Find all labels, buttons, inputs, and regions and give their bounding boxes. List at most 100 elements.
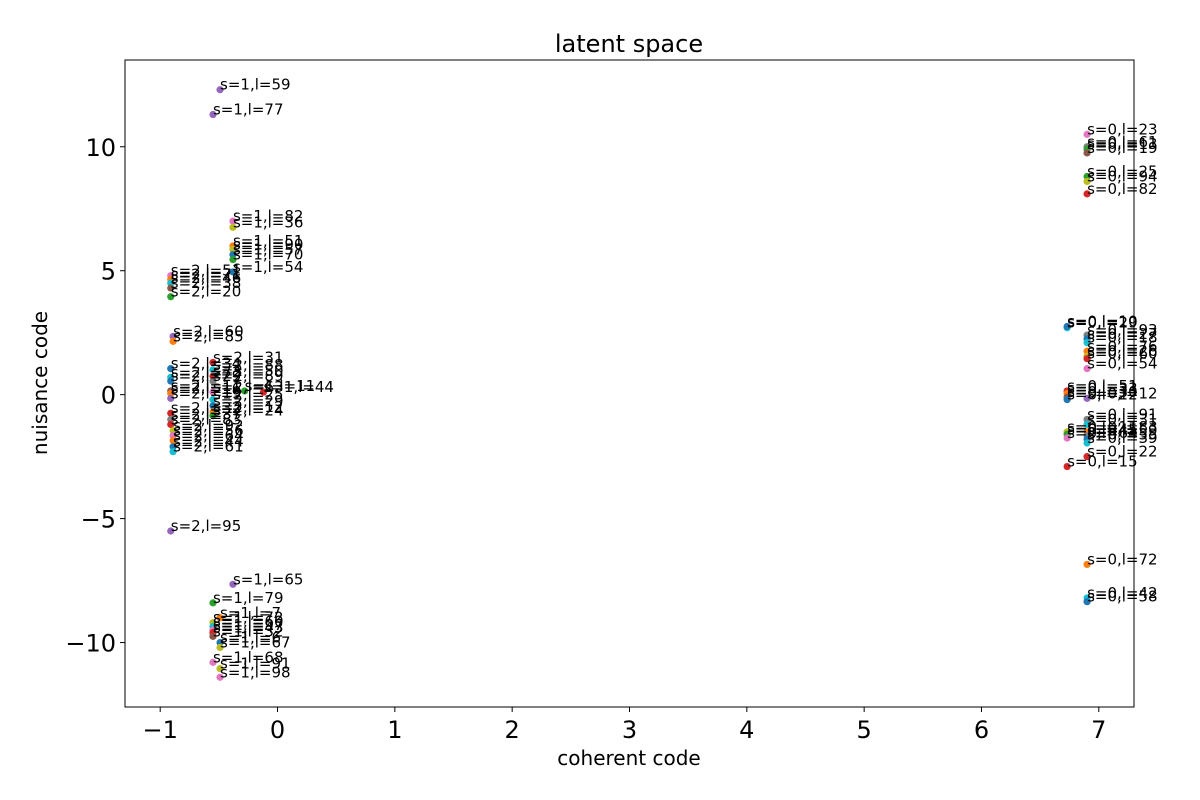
scatter-point <box>1083 365 1091 373</box>
scatter-point <box>209 632 217 640</box>
point-label: s=2,l=37 <box>171 405 242 423</box>
y-tick-label: 0 <box>101 382 116 410</box>
scatter-point <box>167 365 175 373</box>
scatter-point <box>209 396 217 404</box>
point-label: s=2,l=29 <box>213 392 284 410</box>
point-label: s=1,l=72 <box>213 609 284 627</box>
point-label: s=1,l=6 <box>220 629 281 647</box>
point-label: s=0,l=51 <box>1067 377 1138 395</box>
point-label: s=2,l=88 <box>213 356 284 374</box>
scatter-point <box>167 377 175 385</box>
scatter-point <box>209 110 217 119</box>
x-tick-label: 2 <box>505 716 520 744</box>
point-label: s=2,l=71 <box>171 265 242 283</box>
point-label: s=0,l=94 <box>1087 167 1158 185</box>
point-label: s=0,l=22 <box>1087 443 1158 461</box>
point-label: s=1,l=43 <box>213 619 284 637</box>
point-label: s=0,l=60 <box>1087 345 1158 363</box>
scatter-point <box>241 387 249 395</box>
point-label: s=2,l=20 <box>171 283 242 301</box>
scatter-point <box>209 412 217 420</box>
point-label: s=0,l=18 <box>1087 329 1158 347</box>
point-label: s=2,l=29 <box>171 367 242 385</box>
scatter-point <box>209 377 217 385</box>
scatter-point <box>167 420 175 429</box>
points-layer <box>167 86 1091 681</box>
scatter-point <box>1083 394 1091 402</box>
point-label: s=0,l=15 <box>1067 453 1138 471</box>
point-label: s=2,l=50 <box>213 362 284 380</box>
scatter-point <box>169 448 177 456</box>
point-label: s=0,l=72 <box>1087 550 1158 568</box>
scatter-point <box>1063 434 1071 442</box>
scatter-point <box>167 394 175 402</box>
point-label: s=0,l=42 <box>1087 584 1158 602</box>
point-label: s=2,l=16 <box>171 379 242 397</box>
point-label: s=2,l=95 <box>171 517 242 535</box>
x-tick-label: 7 <box>1091 716 1106 744</box>
scatter-point <box>169 443 177 451</box>
point-label: s=0,l=45 <box>1067 420 1138 438</box>
scatter-point <box>1083 190 1091 198</box>
point-label: s=0,l=13 <box>1087 135 1158 153</box>
point-label: s=2,l=19 <box>171 384 242 402</box>
point-label: s=0,l=64 <box>1067 424 1138 442</box>
point-label: s=2,l=38 <box>171 274 242 292</box>
point-label: s=1,l=67 <box>220 634 291 652</box>
point-label: s=1,l=79 <box>213 589 284 607</box>
point-label: s=2,l=46 <box>171 269 242 287</box>
scatter-point <box>229 268 237 276</box>
scatter-point <box>167 415 175 424</box>
point-label: s=1,l=82 <box>233 207 304 225</box>
point-label: s=1,l=54 <box>233 258 304 276</box>
point-label: s=2,l=73 <box>171 363 242 381</box>
point-label: s=0,l=76 <box>1087 337 1158 355</box>
scatter-point <box>229 250 237 259</box>
scatter-point <box>1083 177 1091 186</box>
scatter-point <box>1083 172 1091 181</box>
scatter-point <box>216 673 224 681</box>
scatter-point <box>1083 420 1091 429</box>
scatter-point <box>209 658 217 666</box>
point-label: s=2,l=64 <box>173 427 244 445</box>
point-label: s=1,l=59 <box>220 76 291 94</box>
y-axis-label: nuisance code <box>28 311 52 455</box>
point-label: s=2,l=32 <box>171 399 242 417</box>
point-label: s=0,l=11 <box>1067 418 1138 436</box>
scatter-point <box>209 388 217 396</box>
scatter-point <box>1083 598 1091 606</box>
point-label: s=1,l=32 <box>213 622 284 640</box>
point-label: s=1,l=68 <box>213 648 284 666</box>
y-tick-label: −5 <box>81 506 116 534</box>
point-label: s=0,l=25 <box>1087 163 1158 181</box>
point-label: s=0,l=31 <box>1087 410 1158 428</box>
scatter-point <box>1083 130 1091 138</box>
y-axis: −10 −5 0 5 10 <box>65 134 125 658</box>
point-label: s=2,l=34 <box>171 355 242 373</box>
scatter-point <box>216 638 224 647</box>
scatter-point <box>1083 560 1091 569</box>
scatter-point <box>209 372 217 380</box>
point-label: s=1,l=70 <box>233 246 304 264</box>
scatter-point <box>167 279 175 287</box>
point-label: s=0,l=82 <box>1087 180 1158 198</box>
point-label: s=0,l=54 <box>1087 355 1158 373</box>
scatter-point <box>1083 415 1091 424</box>
point-label: s=0,l=83 <box>1087 418 1158 436</box>
point-label: s=0,l=22 <box>1067 386 1138 404</box>
point-label: s=2,l=92 <box>173 417 244 435</box>
point-label: s=0,l=27 <box>1087 325 1158 343</box>
scatter-point <box>169 436 177 445</box>
scatter-point <box>229 255 237 264</box>
point-label: s=2,l=25 <box>213 386 284 404</box>
scatter-point <box>1083 347 1091 355</box>
scatter-point <box>209 402 217 410</box>
scatter-point <box>216 614 224 622</box>
point-label: s=0,l=12 <box>1087 384 1158 402</box>
scatter-point <box>169 337 177 345</box>
scatter-point <box>209 366 217 374</box>
point-label: s=1,l=57 <box>233 241 304 259</box>
point-label: s=0,l=39 <box>1087 429 1158 447</box>
point-label: s=2,l=12 <box>213 398 284 416</box>
